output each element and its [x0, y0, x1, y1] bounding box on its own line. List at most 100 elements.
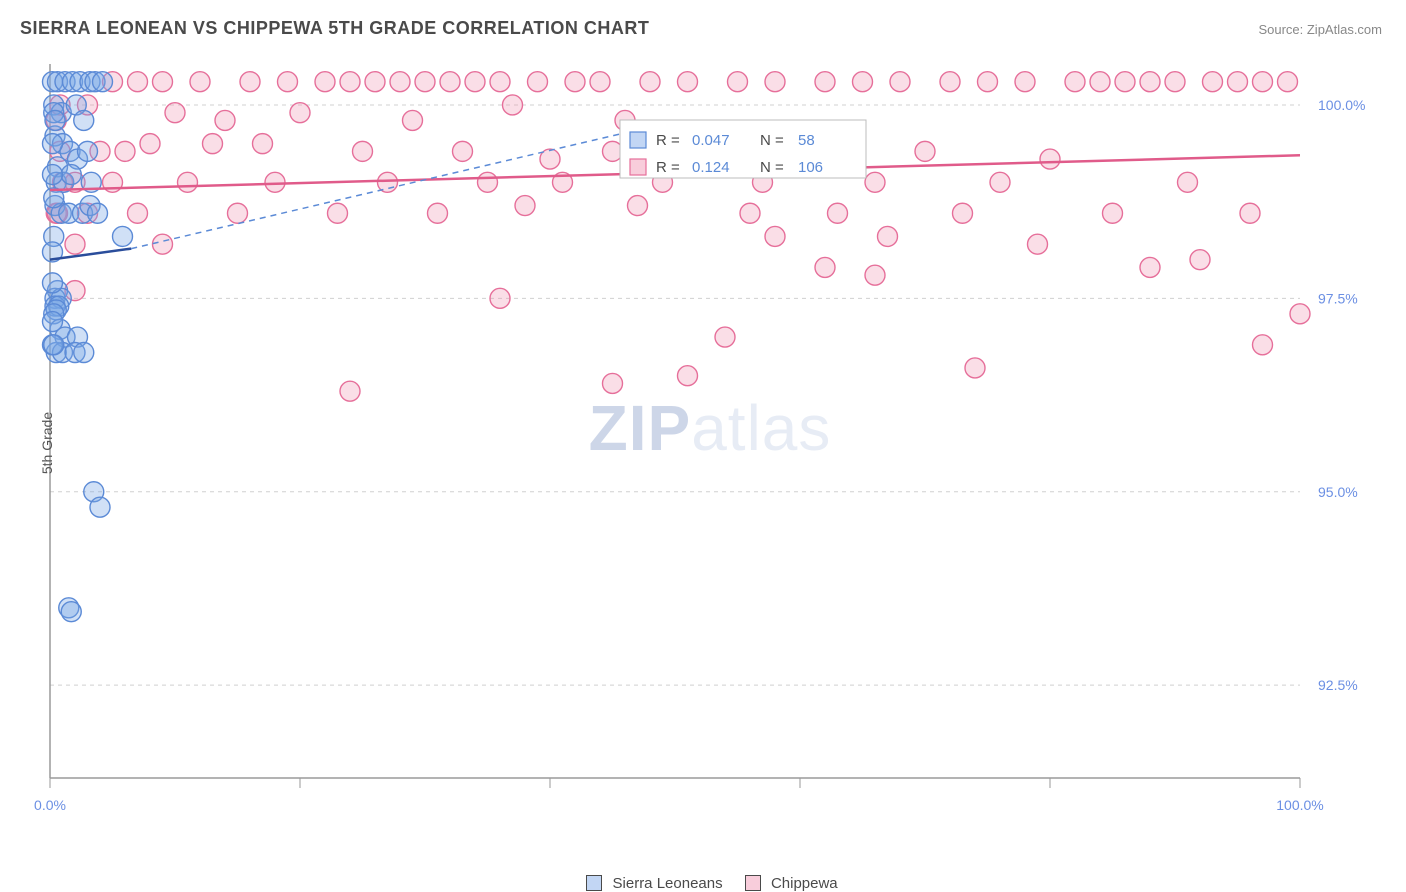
data-point	[890, 72, 910, 92]
data-point	[353, 141, 373, 161]
bottom-legend: Sierra Leoneans Chippewa	[0, 875, 1406, 892]
data-point	[415, 72, 435, 92]
data-point	[865, 172, 885, 192]
data-point	[390, 72, 410, 92]
data-point	[328, 203, 348, 223]
data-point	[203, 134, 223, 154]
data-point	[590, 72, 610, 92]
data-point	[853, 72, 873, 92]
data-point	[515, 196, 535, 216]
data-point	[628, 196, 648, 216]
data-point	[878, 226, 898, 246]
legend-label-blue: Sierra Leoneans	[613, 875, 723, 892]
data-point	[1028, 234, 1048, 254]
data-point	[1290, 304, 1310, 324]
data-point	[603, 373, 623, 393]
data-point	[190, 72, 210, 92]
scatter-chart: 92.5%95.0%97.5%100.0%0.0%100.0%R =0.047N…	[50, 58, 1370, 828]
svg-text:92.5%: 92.5%	[1318, 677, 1358, 693]
data-point	[1278, 72, 1298, 92]
svg-text:N =: N =	[760, 159, 784, 176]
data-point	[290, 103, 310, 123]
data-point	[1090, 72, 1110, 92]
data-point	[565, 72, 585, 92]
data-point	[1178, 172, 1198, 192]
data-point	[44, 335, 64, 355]
data-point	[1140, 72, 1160, 92]
data-point	[915, 141, 935, 161]
source-link[interactable]: ZipAtlas.com	[1307, 22, 1382, 37]
data-point	[113, 226, 133, 246]
data-point	[1203, 72, 1223, 92]
legend-swatch	[630, 159, 646, 175]
data-point	[815, 72, 835, 92]
data-point	[465, 72, 485, 92]
data-point	[1165, 72, 1185, 92]
data-point	[178, 172, 198, 192]
data-point	[1040, 149, 1060, 169]
data-point	[428, 203, 448, 223]
svg-text:R =: R =	[656, 159, 680, 176]
data-point	[43, 312, 63, 332]
data-point	[378, 172, 398, 192]
svg-text:100.0%: 100.0%	[1318, 97, 1365, 113]
data-point	[1103, 203, 1123, 223]
data-point	[765, 72, 785, 92]
data-point	[74, 343, 94, 363]
data-point	[1115, 72, 1135, 92]
data-point	[528, 72, 548, 92]
data-point	[953, 203, 973, 223]
chart-title: SIERRA LEONEAN VS CHIPPEWA 5TH GRADE COR…	[20, 18, 649, 39]
data-point	[278, 72, 298, 92]
data-point	[253, 134, 273, 154]
data-point	[490, 72, 510, 92]
legend-swatch	[630, 132, 646, 148]
data-point	[43, 165, 63, 185]
data-point	[1065, 72, 1085, 92]
data-point	[678, 72, 698, 92]
data-point	[365, 72, 385, 92]
data-point	[1140, 257, 1160, 277]
data-point	[215, 110, 235, 130]
chart-container: SIERRA LEONEAN VS CHIPPEWA 5TH GRADE COR…	[0, 0, 1406, 892]
svg-text:106: 106	[798, 159, 823, 176]
data-point	[815, 257, 835, 277]
data-point	[165, 103, 185, 123]
data-point	[61, 602, 81, 622]
legend-label-pink: Chippewa	[771, 875, 838, 892]
data-point	[1190, 250, 1210, 270]
data-point	[740, 203, 760, 223]
svg-text:97.5%: 97.5%	[1318, 290, 1358, 306]
data-point	[240, 72, 260, 92]
data-point	[1228, 72, 1248, 92]
svg-text:0.124: 0.124	[692, 159, 730, 176]
data-point	[1240, 203, 1260, 223]
data-point	[43, 134, 63, 154]
data-point	[1253, 72, 1273, 92]
data-point	[715, 327, 735, 347]
data-point	[78, 141, 98, 161]
data-point	[45, 110, 65, 130]
data-point	[65, 234, 85, 254]
data-point	[265, 172, 285, 192]
svg-text:N =: N =	[760, 132, 784, 149]
data-point	[74, 110, 94, 130]
data-point	[315, 72, 335, 92]
data-point	[440, 72, 460, 92]
data-point	[115, 141, 135, 161]
data-point	[128, 203, 148, 223]
data-point	[765, 226, 785, 246]
data-point	[153, 72, 173, 92]
data-point	[228, 203, 248, 223]
data-point	[140, 134, 160, 154]
data-point	[640, 72, 660, 92]
svg-text:100.0%: 100.0%	[1276, 797, 1323, 813]
data-point	[340, 381, 360, 401]
svg-text:0.047: 0.047	[692, 132, 730, 149]
source-citation: Source: ZipAtlas.com	[1258, 22, 1382, 37]
svg-text:58: 58	[798, 132, 815, 149]
data-point	[865, 265, 885, 285]
source-label: Source:	[1258, 22, 1306, 37]
data-point	[978, 72, 998, 92]
svg-text:95.0%: 95.0%	[1318, 484, 1358, 500]
